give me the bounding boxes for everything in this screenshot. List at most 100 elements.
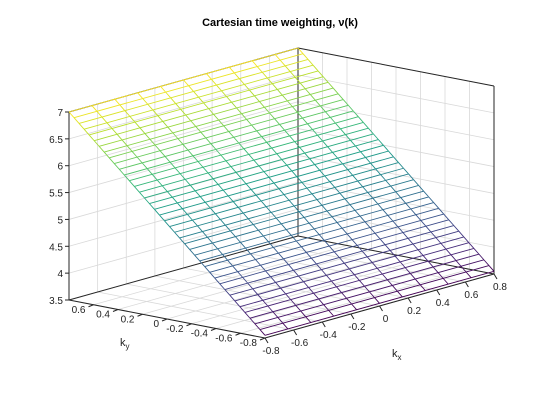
- surface-mesh-line-kx: [259, 329, 266, 336]
- surface-mesh-line-kx: [274, 118, 280, 125]
- surface-mesh-line-kx: [167, 126, 174, 134]
- surface-mesh-line-kx: [185, 114, 192, 122]
- surface-mesh-line-kx: [453, 225, 460, 232]
- surface-mesh-line-kx: [263, 171, 270, 178]
- surface-mesh-line-kx: [232, 265, 238, 272]
- surface-mesh-line-kx: [78, 123, 85, 130]
- surface-mesh-line-kx: [261, 71, 268, 79]
- surface-mesh-line-kx: [322, 76, 329, 83]
- surface-mesh-line-kx: [235, 171, 242, 179]
- surface-mesh-line-kx: [420, 220, 427, 227]
- surface-mesh-line-kx: [222, 189, 229, 197]
- surface-mesh-line-kx: [299, 82, 306, 90]
- surface-mesh-line-kx: [367, 192, 374, 199]
- surface-mesh-line-kx: [192, 155, 199, 162]
- surface-mesh-line-kx: [83, 128, 90, 136]
- surface-mesh-line-kx: [284, 129, 290, 137]
- surface-mesh-line-kx: [445, 248, 452, 256]
- surface-mesh-line-kx: [314, 164, 321, 171]
- surface-mesh-line-kx: [302, 53, 309, 60]
- surface-mesh-line-kx: [266, 77, 273, 84]
- surface-mesh-line-kx: [202, 231, 208, 238]
- surface-mesh-line-kx: [152, 109, 159, 116]
- surface-mesh-line-kx: [317, 134, 323, 142]
- floor-grid-line-y: [166, 254, 397, 320]
- surface-mesh-line-kx: [412, 243, 419, 251]
- surface-mesh-line-kx: [387, 215, 394, 222]
- surface-mesh-line-kx: [369, 291, 375, 298]
- surface-mesh-line-kx: [286, 164, 293, 172]
- y-tick-label: 0: [153, 319, 159, 330]
- surface-mesh-line-kx: [251, 60, 258, 67]
- surface-mesh-line-kx: [279, 59, 286, 67]
- right-wall-grid-line-z: [297, 128, 495, 167]
- surface-mesh-line-kx: [397, 226, 404, 233]
- surface-mesh-line-kx: [368, 127, 374, 135]
- surface-mesh-line-kx: [325, 111, 331, 118]
- surface-mesh-line-kx: [366, 256, 373, 263]
- surface-mesh-line-kx: [118, 168, 125, 176]
- surface-mesh-line-kx: [254, 323, 261, 330]
- surface-mesh-line-kx: [214, 213, 221, 220]
- surface-mesh-line-kx: [248, 154, 255, 161]
- surface-mesh-line-kx: [438, 208, 445, 215]
- surface-mesh-line-kx: [250, 253, 256, 260]
- surface-mesh-line-kx: [384, 244, 391, 251]
- y-tick-label: 0.6: [72, 305, 86, 316]
- surface-mesh-line-kx: [356, 245, 363, 252]
- surface-mesh-line-kx: [179, 173, 186, 180]
- x-tick-mark: [379, 305, 383, 312]
- surface-mesh-line-kx: [211, 79, 217, 86]
- surface-mesh-line-kx: [357, 116, 364, 123]
- surface-mesh-line-kx: [212, 242, 218, 250]
- surface-mesh-line-kx: [238, 142, 245, 150]
- surface-mesh-line-kx: [330, 117, 336, 124]
- surface-mesh-line-kx: [437, 272, 444, 279]
- back-wall-grid-line-z: [68, 155, 299, 220]
- surface-mesh-line-kx: [355, 145, 361, 153]
- surface-mesh-line-kx: [103, 151, 110, 159]
- surface-mesh-line-kx: [128, 180, 135, 187]
- surface-mesh-line-kx: [455, 260, 462, 267]
- surface-mesh-line-kx: [212, 178, 219, 185]
- surface-mesh-line-kx: [316, 199, 323, 206]
- floor-grid-line-y: [117, 245, 348, 310]
- x-tick-mark: [321, 321, 326, 328]
- surface-mesh-line-kx: [376, 267, 383, 275]
- surface-mesh-line-kx: [193, 91, 199, 98]
- surface-mesh-line-kx: [326, 210, 333, 218]
- surface-mesh-line-kx: [96, 111, 103, 118]
- surface-mesh-line-kx: [433, 202, 440, 209]
- surface-mesh-line-kx: [124, 110, 131, 117]
- x-tick-label: -0.4: [320, 330, 338, 341]
- surface-mesh-line-kx: [205, 137, 212, 144]
- surface-mesh-line-kx: [296, 176, 303, 183]
- surface-mesh-line-kx: [189, 184, 196, 192]
- surface-mesh-line-kx: [382, 209, 389, 216]
- surface-mesh-line-kx: [189, 249, 195, 256]
- surface-mesh-line-kx: [323, 240, 330, 247]
- floor-grid-line-y: [191, 259, 421, 325]
- surface-mesh-line-kx: [465, 271, 472, 279]
- surface-mesh-line-kx: [275, 217, 282, 225]
- y-tick-label: -0.4: [191, 329, 209, 340]
- surface-mesh-line-kx: [217, 248, 223, 255]
- surface-mesh-line-kx: [290, 299, 297, 306]
- surface-mesh-line-kx: [392, 220, 399, 228]
- surface-mesh-line-kx: [256, 66, 263, 73]
- surface-mesh-line-kx: [293, 270, 299, 277]
- surface-mesh-line-kx: [313, 292, 319, 300]
- surface-mesh-line-kx: [184, 243, 190, 250]
- surface-mesh-line-kx: [231, 101, 237, 109]
- surface-mesh-line-kx: [165, 91, 171, 99]
- surface-mesh-line-kx: [283, 194, 290, 201]
- surface-mesh-line-kx: [224, 289, 231, 296]
- x-tick-label: 0.6: [464, 290, 478, 301]
- surface-mesh-line-kx: [229, 294, 236, 302]
- surface-mesh-line-kx: [141, 162, 148, 169]
- surface-mesh-line-kx: [300, 246, 307, 253]
- surface-mesh-line-kx: [346, 233, 353, 240]
- surface-mesh-line-kx: [73, 117, 80, 124]
- surface-mesh-line-kx: [139, 127, 146, 134]
- surface-mesh-line-kx: [187, 214, 193, 221]
